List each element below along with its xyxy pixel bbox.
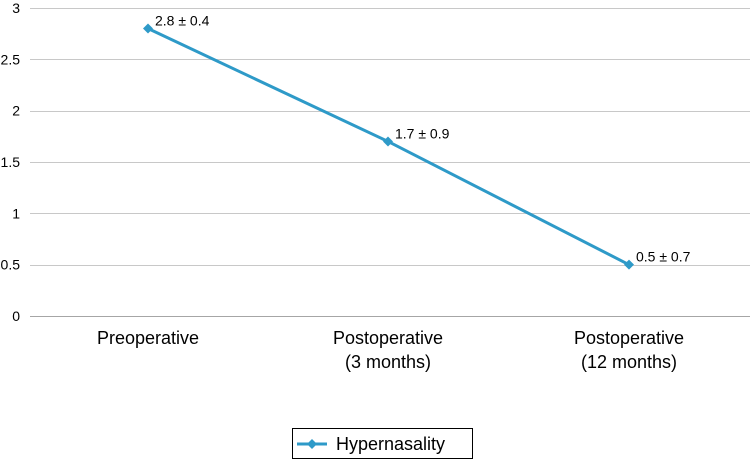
x-category-label: Preoperative — [97, 328, 199, 348]
x-category-label-line: Postoperative — [333, 328, 443, 348]
data-point-marker — [143, 23, 153, 34]
data-point-marker — [383, 136, 393, 147]
series-line — [147, 27, 630, 267]
data-point-marker — [624, 259, 634, 270]
x-category-label: Postoperative (3 months) — [333, 328, 443, 372]
data-label: 2.8 ± 0.4 — [155, 13, 210, 29]
x-category-label: Postoperative (12 months) — [574, 328, 684, 372]
y-tick-label: 0 — [12, 308, 20, 324]
gridlines — [30, 8, 750, 317]
x-category-label-line: (12 months) — [581, 352, 677, 372]
data-labels: 2.8 ± 0.4 1.7 ± 0.9 0.5 ± 0.7 — [155, 13, 691, 265]
x-category-label-line: Postoperative — [574, 328, 684, 348]
y-tick-label: 2 — [12, 103, 20, 119]
y-tick-label: 1.5 — [1, 154, 21, 170]
x-category-label-line: Preoperative — [97, 328, 199, 348]
y-tick-label: 1 — [12, 205, 20, 221]
y-tick-label: 3 — [12, 0, 20, 16]
y-tick-label: 2.5 — [1, 51, 21, 67]
series-hypernasality — [143, 23, 634, 270]
legend-marker-swatch — [307, 439, 317, 449]
legend: Hypernasality — [292, 428, 473, 459]
data-label: 1.7 ± 0.9 — [395, 125, 450, 141]
x-axis-category-labels: Preoperative Postoperative (3 months)Posto… — [97, 328, 684, 372]
legend-label: Hypernasality — [336, 434, 445, 454]
data-label: 0.5 ± 0.7 — [636, 249, 691, 265]
y-tick-label: 0.5 — [1, 257, 21, 273]
x-category-label-line: (3 months) — [345, 352, 431, 372]
y-axis-tick-labels: 0 0.5 1 1.5 2 2.5 3 — [1, 0, 21, 324]
